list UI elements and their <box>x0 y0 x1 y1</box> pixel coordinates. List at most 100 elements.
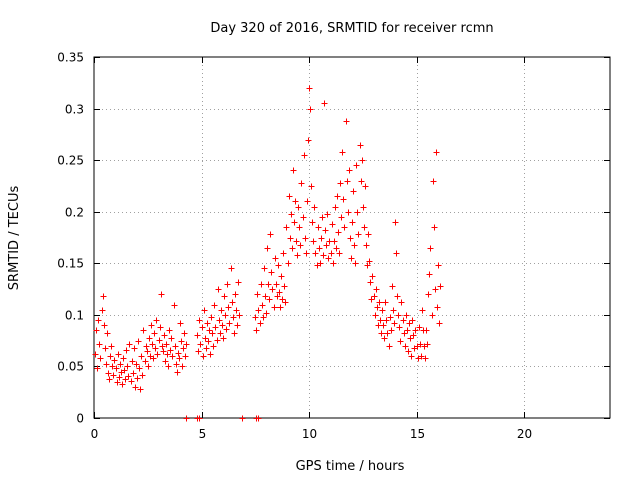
data-point <box>281 283 288 290</box>
data-point <box>101 322 108 329</box>
data-point <box>220 335 227 342</box>
data-point <box>418 353 425 360</box>
data-point <box>214 337 221 344</box>
x-tick-label: 15 <box>410 427 425 441</box>
y-tick-label: 0.2 <box>65 206 84 220</box>
data-point <box>359 157 366 164</box>
x-tick-label: 5 <box>199 427 207 441</box>
data-point <box>262 293 269 300</box>
data-point <box>150 355 157 362</box>
data-point <box>417 341 424 348</box>
data-point <box>300 214 307 221</box>
data-point <box>259 302 266 309</box>
data-point <box>344 178 351 185</box>
data-point <box>388 327 395 334</box>
data-point <box>171 302 178 309</box>
data-point <box>358 178 365 185</box>
data-point <box>394 293 401 300</box>
data-point <box>351 242 358 249</box>
data-point <box>369 273 376 280</box>
data-point <box>235 279 242 286</box>
data-point <box>177 320 184 327</box>
data-point <box>207 351 214 358</box>
data-point <box>204 320 211 327</box>
data-point <box>201 307 208 314</box>
data-point <box>436 320 443 327</box>
data-point <box>211 302 218 309</box>
data-point <box>179 363 186 370</box>
data-point <box>230 314 237 321</box>
data-point <box>196 317 203 324</box>
data-point <box>145 363 152 370</box>
data-point <box>307 106 314 113</box>
data-point <box>266 296 273 303</box>
data-point <box>255 307 262 314</box>
data-point <box>360 204 367 211</box>
data-point <box>94 365 101 372</box>
data-point <box>371 293 378 300</box>
data-point <box>432 286 439 293</box>
data-point <box>135 338 142 345</box>
data-point <box>233 307 240 314</box>
data-point <box>332 204 339 211</box>
data-point <box>372 312 379 319</box>
data-point <box>138 353 145 360</box>
data-point <box>143 343 150 350</box>
data-point <box>349 219 356 226</box>
data-point <box>217 330 224 337</box>
data-point <box>153 317 160 324</box>
data-point <box>146 335 153 342</box>
data-point <box>409 317 416 324</box>
data-point <box>108 343 115 350</box>
data-point <box>194 332 201 339</box>
data-point <box>175 350 182 357</box>
data-point <box>219 322 226 329</box>
data-point <box>361 224 368 231</box>
data-point <box>318 235 325 242</box>
data-point <box>144 348 151 355</box>
data-point <box>377 317 384 324</box>
data-point <box>296 224 303 231</box>
data-point <box>322 227 329 234</box>
data-point <box>100 293 107 300</box>
data-point <box>239 415 246 422</box>
data-point <box>183 415 190 422</box>
data-point <box>195 348 202 355</box>
data-point <box>410 332 417 339</box>
data-point <box>97 355 104 362</box>
data-point <box>338 214 345 221</box>
y-tick-label: 0.3 <box>65 103 84 117</box>
data-point <box>416 324 423 331</box>
data-point <box>95 317 102 324</box>
data-point <box>311 204 318 211</box>
data-point <box>174 369 181 376</box>
data-point <box>348 255 355 262</box>
data-point <box>116 374 123 381</box>
data-point <box>382 299 389 306</box>
data-point <box>166 327 173 334</box>
data-point <box>389 283 396 290</box>
data-point <box>117 361 124 368</box>
data-point <box>378 330 385 337</box>
data-point <box>140 327 147 334</box>
data-point <box>121 367 128 374</box>
data-point <box>212 324 219 331</box>
data-point <box>232 291 239 298</box>
data-point <box>320 252 327 259</box>
data-point <box>178 338 185 345</box>
data-point <box>304 198 311 205</box>
data-point <box>402 343 409 350</box>
data-point <box>406 320 413 327</box>
data-point <box>216 317 223 324</box>
data-points <box>92 85 444 422</box>
data-point <box>321 100 328 107</box>
data-point <box>267 231 274 238</box>
data-point <box>283 224 290 231</box>
data-point <box>151 330 158 337</box>
data-point <box>345 209 352 216</box>
data-point <box>403 312 410 319</box>
data-point <box>271 304 278 311</box>
data-point <box>172 343 179 350</box>
data-point <box>202 335 209 342</box>
